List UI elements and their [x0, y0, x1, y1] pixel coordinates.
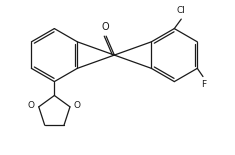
Text: O: O [28, 101, 35, 110]
Text: Cl: Cl [177, 6, 186, 15]
Text: O: O [101, 22, 109, 32]
Text: O: O [74, 101, 81, 110]
Text: F: F [201, 80, 206, 89]
